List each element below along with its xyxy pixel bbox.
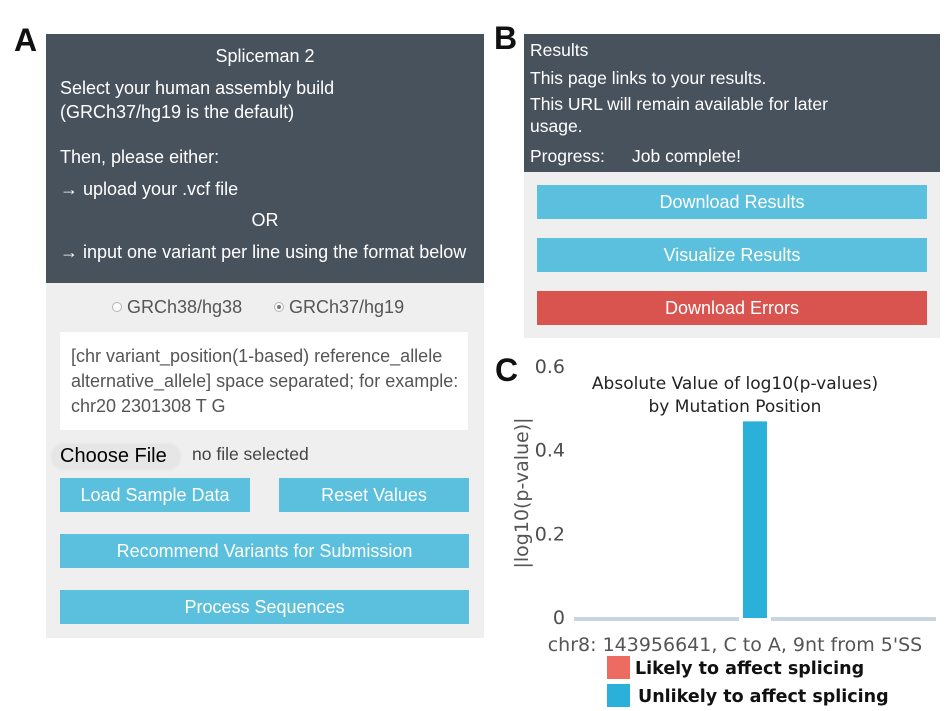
variant-input-placeholder-line: [chr variant_position(1-based) reference… [71,346,443,366]
visualize-results-button[interactable]: Visualize Results [537,238,927,272]
chart-title-line-1: Absolute Value of log10(p-values) [592,374,878,394]
reset-values-button[interactable]: Reset Values [279,478,469,512]
radio-label-grch37: GRCh37/hg19 [289,297,405,317]
results-url-text: This URL will remain available for later [530,94,828,114]
or-separator: OR [251,210,279,230]
results-header: Results This page links to your results.… [524,34,940,172]
app-title: Spliceman 2 [215,46,315,66]
choose-file-button[interactable]: Choose File [52,444,180,469]
then-instruction: Then, please either: [60,147,220,167]
input-option-text: → input one variant per line using the f… [60,242,467,262]
results-actions: Download Results Visualize Results Downl… [524,172,940,338]
p-value-bar-chart: Absolute Value of log10(p-values) by Mut… [511,356,936,707]
chart-title-line-2: by Mutation Position [649,397,822,417]
bars [739,417,771,622]
instruction-line-1: Select your human assembly build [60,78,335,98]
x-axis-label: chr8: 143956641, C to A, 9nt from 5'SS [548,634,923,656]
variant-input-placeholder-line: chr20 2301308 T G [71,396,226,416]
progress-status: Job complete! [632,146,741,166]
radio-button-grch37[interactable] [274,302,284,313]
load-sample-data-button[interactable]: Load Sample Data [60,478,250,512]
results-title: Results [530,40,589,60]
download-errors-button[interactable]: Download Errors [537,291,927,325]
recommend-variants-button[interactable]: Recommend Variants for Submission [60,534,469,568]
legend: Likely to affect splicing Unlikely to af… [607,656,889,707]
y-tick-label: 0.6 [535,356,565,378]
legend-label-likely: Likely to affect splicing [635,659,864,679]
spliceman-header: Spliceman 2 Select your human assembly b… [46,34,484,283]
y-tick-label: 0.2 [535,523,565,545]
y-tick-label: 0.4 [535,440,565,462]
legend-swatch-unlikely [607,684,630,707]
file-status-text: no file selected [192,444,309,464]
panel-label-b: B [494,20,518,56]
results-url-text-continued: usage. [530,116,583,136]
instruction-line-2: (GRCh37/hg19 is the default) [60,102,295,122]
process-sequences-button[interactable]: Process Sequences [60,590,469,624]
panel-label-a: A [14,22,38,58]
upload-option-text: → upload your .vcf file [60,179,239,199]
y-tick-label: 0 [553,607,565,629]
bar [739,417,771,622]
variant-input-placeholder-line: alternative_allele] space separated; for… [71,371,459,391]
variant-input[interactable]: [chr variant_position(1-based) reference… [60,332,468,430]
legend-swatch-likely [607,656,630,679]
radio-option-grch38[interactable]: GRCh38/hg38 [112,295,242,319]
radio-button-grch38[interactable] [112,302,122,313]
results-links-text: This page links to your results. [530,68,767,88]
y-axis-label: |log10(p-value)| [511,417,533,568]
panel-label-c: C [495,352,519,388]
progress-label: Progress: [530,146,605,166]
radio-option-grch37[interactable]: GRCh37/hg19 [274,295,404,319]
y-axis-ticks: 0 0.2 0.4 0.6 [535,356,565,629]
download-results-button[interactable]: Download Results [537,185,927,219]
radio-label-grch38: GRCh38/hg38 [127,297,243,317]
spliceman-form: GRCh38/hg38 GRCh37/hg19 [chr variant_pos… [46,283,484,638]
legend-label-unlikely: Unlikely to affect splicing [638,687,889,707]
